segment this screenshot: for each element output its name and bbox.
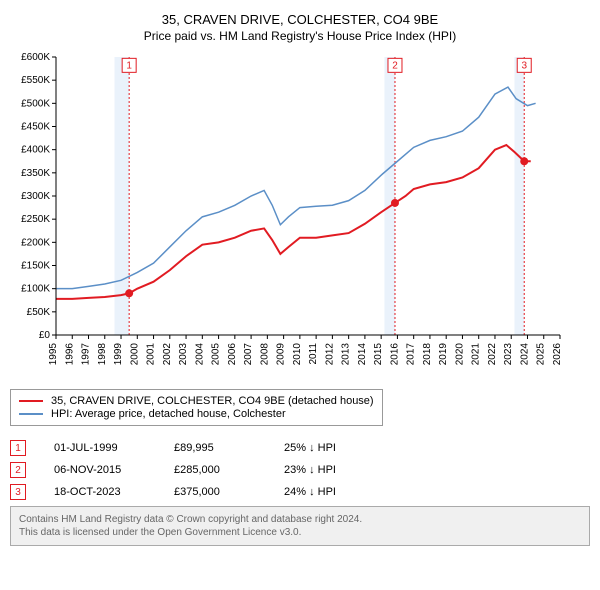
sale-row-pct: 24% ↓ HPI bbox=[284, 486, 394, 498]
x-tick-label: 2006 bbox=[227, 343, 238, 366]
x-tick-label: 1996 bbox=[64, 343, 75, 366]
legend-swatch bbox=[19, 400, 43, 402]
x-tick-label: 2023 bbox=[503, 343, 514, 366]
x-tick-label: 2018 bbox=[422, 343, 433, 366]
x-tick-label: 1999 bbox=[113, 343, 124, 366]
x-tick-label: 2007 bbox=[243, 343, 254, 366]
x-tick-label: 2012 bbox=[324, 343, 335, 366]
sale-marker-number: 1 bbox=[126, 60, 132, 71]
series-marker-price_paid bbox=[520, 157, 528, 165]
sale-row-date: 18-OCT-2023 bbox=[54, 486, 174, 498]
sale-row: 2 06-NOV-2015£285,00023% ↓ HPI bbox=[10, 462, 590, 478]
sale-row-marker: 1 bbox=[10, 440, 26, 456]
y-tick-label: £150K bbox=[21, 261, 50, 272]
sale-row: 1 01-JUL-1999£89,99525% ↓ HPI bbox=[10, 440, 590, 456]
x-tick-label: 2001 bbox=[146, 343, 157, 366]
legend-row: HPI: Average price, detached house, Colc… bbox=[19, 408, 374, 420]
series-marker-price_paid bbox=[125, 289, 133, 297]
x-tick-label: 2005 bbox=[211, 343, 222, 366]
sale-marker-number: 3 bbox=[521, 60, 527, 71]
x-tick-label: 1995 bbox=[48, 343, 59, 366]
x-tick-label: 1998 bbox=[97, 343, 108, 366]
x-tick-label: 2002 bbox=[162, 343, 173, 366]
footer-line-1: Contains HM Land Registry data © Crown c… bbox=[19, 513, 581, 526]
sale-row-price: £375,000 bbox=[174, 486, 284, 498]
x-tick-label: 2010 bbox=[292, 343, 303, 366]
x-tick-label: 2021 bbox=[471, 343, 482, 366]
y-tick-label: £550K bbox=[21, 75, 50, 86]
legend-row: 35, CRAVEN DRIVE, COLCHESTER, CO4 9BE (d… bbox=[19, 395, 374, 407]
x-tick-label: 2026 bbox=[552, 343, 563, 366]
shaded-band bbox=[384, 57, 395, 335]
x-tick-label: 2025 bbox=[536, 343, 547, 366]
y-tick-label: £250K bbox=[21, 214, 50, 225]
sale-row-pct: 25% ↓ HPI bbox=[284, 442, 394, 454]
y-tick-label: £350K bbox=[21, 168, 50, 179]
x-tick-label: 2024 bbox=[519, 343, 530, 366]
x-tick-label: 2013 bbox=[341, 343, 352, 366]
sale-row-date: 06-NOV-2015 bbox=[54, 464, 174, 476]
sale-row-pct: 23% ↓ HPI bbox=[284, 464, 394, 476]
chart-title: 35, CRAVEN DRIVE, COLCHESTER, CO4 9BE bbox=[10, 12, 590, 27]
x-tick-label: 2014 bbox=[357, 343, 368, 366]
x-tick-label: 2011 bbox=[308, 343, 319, 365]
sales-table: 1 01-JUL-1999£89,99525% ↓ HPI 2 06-NOV-2015… bbox=[10, 440, 590, 500]
y-tick-label: £0 bbox=[39, 330, 51, 341]
footer-attribution: Contains HM Land Registry data © Crown c… bbox=[10, 506, 590, 546]
y-tick-label: £400K bbox=[21, 145, 50, 156]
y-tick-label: £50K bbox=[27, 307, 51, 318]
footer-line-2: This data is licensed under the Open Gov… bbox=[19, 526, 581, 539]
sale-row-marker: 3 bbox=[10, 484, 26, 500]
x-tick-label: 2015 bbox=[373, 343, 384, 366]
legend-box: 35, CRAVEN DRIVE, COLCHESTER, CO4 9BE (d… bbox=[10, 389, 383, 426]
y-tick-label: £450K bbox=[21, 122, 50, 133]
y-tick-label: £200K bbox=[21, 237, 50, 248]
sale-row-date: 01-JUL-1999 bbox=[54, 442, 174, 454]
sale-marker-number: 2 bbox=[392, 60, 398, 71]
x-tick-label: 2016 bbox=[389, 343, 400, 366]
sale-row-marker: 2 bbox=[10, 462, 26, 478]
chart-svg: £0 £50K £100K £150K £200K £250K £300K £350K £400… bbox=[10, 51, 570, 381]
sale-row-price: £285,000 bbox=[174, 464, 284, 476]
legend-swatch bbox=[19, 413, 43, 415]
x-tick-label: 2022 bbox=[487, 343, 498, 366]
x-tick-label: 2009 bbox=[276, 343, 287, 366]
x-tick-label: 2019 bbox=[438, 343, 449, 366]
x-tick-label: 1997 bbox=[81, 343, 92, 366]
x-tick-label: 2003 bbox=[178, 343, 189, 366]
x-tick-label: 2008 bbox=[259, 343, 270, 366]
y-tick-label: £600K bbox=[21, 52, 50, 63]
x-tick-label: 2000 bbox=[129, 343, 140, 366]
sale-row: 3 18-OCT-2023£375,00024% ↓ HPI bbox=[10, 484, 590, 500]
x-tick-label: 2004 bbox=[194, 343, 205, 366]
legend-label: 35, CRAVEN DRIVE, COLCHESTER, CO4 9BE (d… bbox=[51, 395, 374, 407]
x-tick-label: 2017 bbox=[406, 343, 417, 366]
legend-label: HPI: Average price, detached house, Colc… bbox=[51, 408, 286, 420]
y-tick-label: £100K bbox=[21, 284, 50, 295]
sale-row-price: £89,995 bbox=[174, 442, 284, 454]
chart-subtitle: Price paid vs. HM Land Registry's House … bbox=[10, 29, 590, 43]
x-tick-label: 2020 bbox=[454, 343, 465, 366]
series-marker-price_paid bbox=[391, 199, 399, 207]
y-tick-label: £500K bbox=[21, 98, 50, 109]
chart-container: £0 £50K £100K £150K £200K £250K £300K £350K £400… bbox=[10, 51, 590, 381]
y-tick-label: £300K bbox=[21, 191, 50, 202]
